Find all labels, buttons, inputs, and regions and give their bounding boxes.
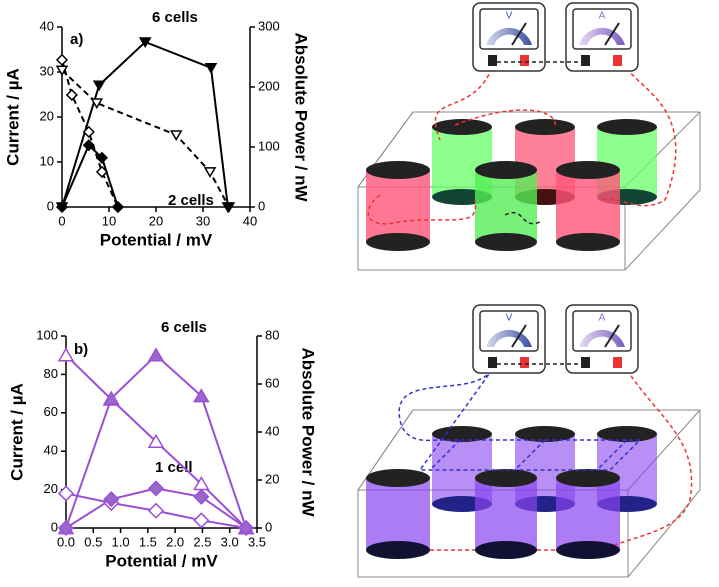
- data-point: [82, 125, 95, 138]
- y2-tick-label: 0: [258, 198, 265, 213]
- data-point: [57, 347, 75, 362]
- x-tick-label: 2.0: [166, 534, 184, 549]
- data-point: [90, 98, 104, 110]
- x-tick-label: 0.5: [84, 534, 102, 549]
- y2-axis-label: Absolute Power / nW: [299, 347, 318, 517]
- x-tick-label: 3.0: [221, 534, 239, 549]
- data-point: [111, 200, 124, 214]
- data-point: [57, 485, 75, 502]
- cylinders: [366, 119, 657, 251]
- annotation: a): [70, 31, 83, 48]
- data-point: [55, 53, 69, 66]
- annotation: 1 cell: [155, 459, 193, 476]
- data-point: [138, 37, 152, 48]
- y-tick-label: 0: [51, 519, 58, 534]
- y-axis-label: Current / µA: [7, 383, 26, 481]
- y-tick-label: 80: [44, 366, 58, 381]
- data-point: [147, 480, 165, 497]
- data-point: [204, 63, 218, 74]
- y-tick-label: 20: [40, 108, 54, 123]
- data-point: [57, 519, 75, 537]
- y2-tick-label: 80: [265, 327, 279, 342]
- data-point: [193, 388, 210, 403]
- data-point: [102, 390, 120, 405]
- meter-label: V: [506, 313, 513, 324]
- y-tick-label: 0: [47, 198, 54, 213]
- x-tick-label: 0.0: [57, 534, 75, 549]
- x-tick-label: 30: [196, 213, 210, 228]
- diagram-top: V A: [357, 2, 701, 271]
- meter-label: V: [506, 11, 513, 22]
- annotation: 6 cells: [161, 319, 207, 336]
- y-tick-label: 60: [44, 404, 58, 419]
- x-tick-label: 10: [102, 213, 116, 228]
- data-point: [55, 65, 69, 77]
- x-tick-label: 3.5: [248, 534, 266, 549]
- y-tick-label: 40: [40, 18, 54, 33]
- data-point: [92, 80, 106, 92]
- series-line: [61, 59, 119, 208]
- data-point: [65, 88, 78, 102]
- y-axis-label: Current / µA: [3, 68, 22, 166]
- annotation: b): [74, 341, 88, 358]
- annotation: 6 cells: [152, 9, 198, 26]
- y-tick-label: 100: [36, 327, 58, 342]
- cylinders: [366, 426, 657, 559]
- y2-axis-label: Absolute Power / nW: [292, 32, 311, 202]
- y-tick-label: 30: [40, 63, 54, 78]
- series-line: [61, 143, 119, 208]
- x-tick-label: 1.0: [112, 534, 130, 549]
- data-point: [169, 130, 183, 141]
- data-point: [95, 165, 109, 178]
- annotation: 2 cells: [168, 192, 214, 209]
- data-point: [103, 491, 120, 508]
- data-point: [147, 502, 165, 519]
- y2-tick-label: 40: [265, 423, 279, 438]
- data-point: [203, 167, 217, 178]
- data-point: [55, 200, 69, 214]
- y-tick-label: 40: [44, 443, 58, 458]
- data-point: [221, 202, 235, 213]
- x-axis-label: Potential / mV: [105, 551, 218, 570]
- meter-label: A: [599, 11, 606, 22]
- y2-tick-label: 300: [258, 18, 280, 33]
- series-line: [61, 40, 229, 208]
- data-point: [193, 512, 210, 529]
- x-tick-label: 1.5: [139, 534, 157, 549]
- data-point: [82, 139, 95, 152]
- data-point: [238, 519, 255, 537]
- meter-label: A: [599, 313, 606, 324]
- x-tick-label: 2.5: [193, 534, 211, 549]
- diagram-bottom: V A: [357, 304, 701, 578]
- data-point: [95, 151, 109, 164]
- data-point: [193, 488, 210, 505]
- y2-tick-label: 60: [265, 375, 279, 390]
- y-tick-label: 10: [40, 153, 54, 168]
- data-point: [147, 433, 165, 448]
- y2-tick-label: 0: [265, 519, 272, 534]
- y2-tick-label: 100: [258, 138, 280, 153]
- series-line: [61, 69, 230, 208]
- x-tick-label: 0: [58, 213, 65, 228]
- x-tick-label: 20: [149, 213, 163, 228]
- x-axis-label: Potential / mV: [100, 230, 213, 249]
- y2-tick-label: 200: [258, 78, 280, 93]
- y-tick-label: 20: [44, 481, 58, 496]
- data-point: [147, 347, 165, 362]
- x-tick-label: 40: [243, 213, 257, 228]
- y2-tick-label: 20: [265, 471, 279, 486]
